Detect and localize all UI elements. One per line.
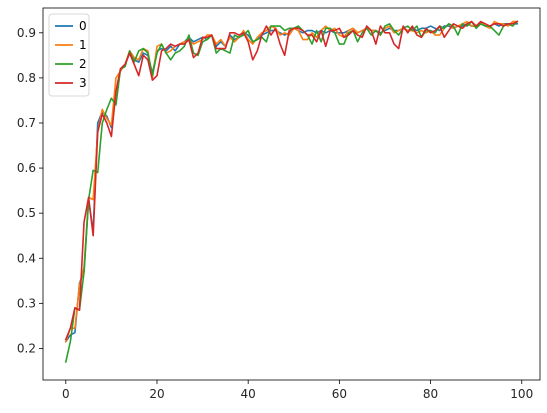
legend-label-1: 1 bbox=[79, 38, 87, 52]
x-axis: 0 20 40 60 80 100 bbox=[62, 380, 533, 401]
x-tick-label: 0 bbox=[62, 387, 70, 401]
series-group bbox=[64, 20, 519, 363]
axes-frame bbox=[42, 7, 541, 381]
x-tick-label: 100 bbox=[510, 387, 533, 401]
y-tick-label: 0.9 bbox=[17, 26, 36, 40]
legend-box bbox=[48, 13, 90, 97]
series-line-3 bbox=[64, 20, 519, 341]
legend-label-2: 2 bbox=[79, 57, 87, 71]
y-tick-label: 0.5 bbox=[17, 206, 36, 220]
legend-label-0: 0 bbox=[79, 19, 87, 33]
series-line-1 bbox=[64, 20, 519, 343]
y-tick-label: 0.7 bbox=[17, 116, 36, 130]
x-tick-label: 40 bbox=[241, 387, 256, 401]
series-line-2 bbox=[64, 20, 519, 363]
x-tick-label: 80 bbox=[423, 387, 438, 401]
y-tick-label: 0.6 bbox=[17, 161, 36, 175]
y-tick-label: 0.8 bbox=[17, 71, 36, 85]
legend: 0 1 2 3 bbox=[48, 13, 90, 97]
y-tick-label: 0.4 bbox=[17, 251, 36, 265]
series-line-0 bbox=[64, 22, 519, 343]
legend-label-3: 3 bbox=[79, 76, 87, 90]
y-tick-label: 0.3 bbox=[17, 296, 36, 310]
y-tick-label: 0.2 bbox=[17, 341, 36, 355]
x-tick-label: 60 bbox=[332, 387, 347, 401]
x-tick-label: 20 bbox=[149, 387, 164, 401]
y-axis: 0.2 0.3 0.4 0.5 0.6 0.7 0.8 0.9 bbox=[17, 26, 43, 355]
